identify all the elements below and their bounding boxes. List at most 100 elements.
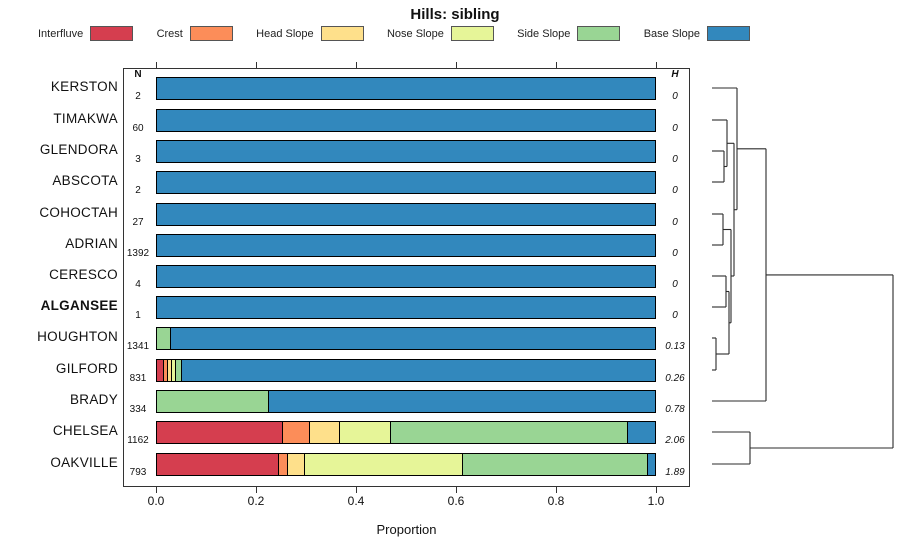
h-value: 0 (672, 279, 678, 290)
legend-color-swatch (450, 26, 494, 41)
h-column-header: H (671, 69, 679, 80)
bar-row (156, 139, 656, 163)
bar-segment-base-slope (157, 77, 655, 99)
bar-segment-side-slope (174, 359, 181, 381)
bar-segment-base-slope (268, 390, 655, 412)
bar-segment-base-slope (157, 234, 655, 256)
h-value: 0 (672, 310, 678, 321)
axis-tick-label: 0.6 (447, 494, 465, 508)
axis-tick-top (456, 62, 457, 68)
bar-segment-base-slope (157, 109, 655, 131)
legend-item: Side Slope (517, 26, 621, 41)
chart-title: Hills: sibling (410, 6, 500, 23)
legend-item: Head Slope (256, 26, 364, 41)
h-value: 2.06 (665, 435, 685, 446)
axis-tick-top (356, 62, 357, 68)
n-value: 4 (135, 279, 141, 290)
legend-color-swatch (189, 26, 233, 41)
legend-color-swatch (577, 26, 621, 41)
h-value: 0.26 (665, 373, 685, 384)
row-label: TIMAKWA (53, 111, 118, 126)
axis-tick-label: 0.2 (247, 494, 265, 508)
bar-row (156, 326, 656, 350)
legend-item: Crest (157, 26, 233, 41)
n-value: 793 (129, 467, 147, 478)
axis-tick-bottom (656, 487, 657, 493)
bar-segment-base-slope (157, 140, 655, 162)
row-label: COHOCTAH (39, 205, 118, 220)
row-label: GLENDORA (39, 142, 118, 157)
bar-row (156, 420, 656, 444)
axis-tick-bottom (456, 487, 457, 493)
bar-segment-head-slope (308, 421, 339, 443)
axis-tick-bottom (556, 487, 557, 493)
row-label: BRADY (69, 392, 118, 407)
bar-segment-side-slope (157, 390, 269, 412)
n-value: 1392 (126, 248, 150, 259)
legend-color-swatch (90, 26, 134, 41)
row-label: GILFORD (55, 361, 118, 376)
dendrogram (712, 87, 894, 465)
h-value: 0 (672, 91, 678, 102)
axis-tick-bottom (256, 487, 257, 493)
bar-segment-base-slope (180, 359, 655, 381)
n-value: 831 (129, 373, 147, 384)
n-value: 1 (135, 310, 141, 321)
bar-segment-base-slope (157, 203, 655, 225)
bar-segment-side-slope (390, 421, 628, 443)
legend-item-label: Head Slope (256, 27, 314, 40)
bar-segment-base-slope (157, 265, 655, 287)
axis-tick-bottom (156, 487, 157, 493)
axis-tick-top (556, 62, 557, 68)
legend-color-swatch (320, 26, 364, 41)
row-label: ALGANSEE (40, 298, 118, 313)
bar-segment-nose-slope (170, 359, 175, 381)
row-label: HOUGHTON (37, 329, 118, 344)
legend-item-label: Side Slope (517, 27, 571, 40)
row-label: ADRIAN (65, 236, 118, 251)
h-value: 0 (672, 123, 678, 134)
row-label: ABSCOTA (52, 173, 118, 188)
bar-segment-crest (162, 359, 167, 381)
bar-segment-nose-slope (304, 453, 462, 475)
axis-tick-top (256, 62, 257, 68)
h-value: 0 (672, 185, 678, 196)
bar-row (156, 264, 656, 288)
h-value: 0.13 (665, 341, 685, 352)
legend-item-label: Base Slope (643, 27, 700, 40)
bar-row (156, 358, 656, 382)
row-label: CHELSEA (52, 423, 118, 438)
h-value: 0 (672, 248, 678, 259)
n-value: 334 (129, 404, 147, 415)
bar-segment-base-slope (169, 327, 655, 349)
bar-row (156, 202, 656, 226)
legend-item: Interfluve (38, 26, 134, 41)
axis-tick-label: 0.4 (347, 494, 365, 508)
n-value: 2 (135, 185, 141, 196)
bar-segment-base-slope (627, 421, 655, 443)
bar-segment-base-slope (157, 171, 655, 193)
n-value: 60 (132, 123, 144, 134)
h-value: 0 (672, 154, 678, 165)
bar-segment-interfluve (157, 421, 282, 443)
bar-segment-interfluve (157, 359, 163, 381)
plot-area-border (123, 68, 690, 487)
row-label: KERSTON (50, 79, 118, 94)
axis-tick-label: 1.0 (647, 494, 665, 508)
n-value: 27 (132, 217, 144, 228)
bar-segment-nose-slope (338, 421, 391, 443)
bar-segment-base-slope (647, 453, 655, 475)
x-axis-title: Proportion (376, 522, 437, 537)
h-value: 1.89 (665, 467, 685, 478)
bar-segment-head-slope (166, 359, 171, 381)
bar-segment-crest (278, 453, 287, 475)
bar-row (156, 76, 656, 100)
bar-row (156, 170, 656, 194)
h-value: 0.78 (665, 404, 685, 415)
legend-item: Nose Slope (387, 26, 494, 41)
axis-tick-label: 0.8 (547, 494, 565, 508)
legend-color-swatch (706, 26, 750, 41)
legend-item-label: Nose Slope (386, 27, 444, 40)
bar-segment-crest (281, 421, 309, 443)
n-value: 3 (135, 154, 141, 165)
